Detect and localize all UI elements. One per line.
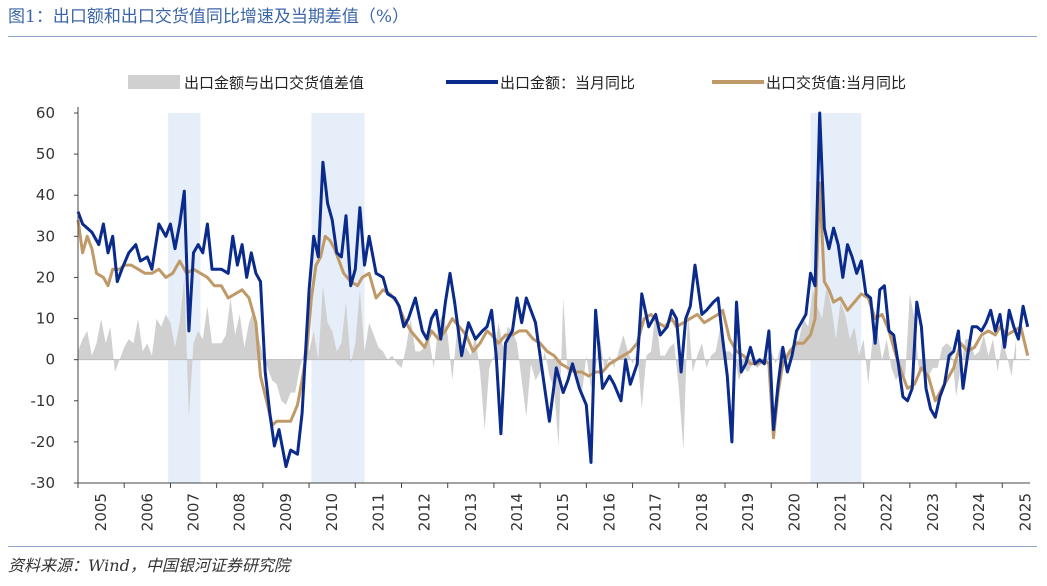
y-tick-label: -20 bbox=[31, 433, 56, 451]
y-tick-label: 0 bbox=[45, 351, 55, 369]
legend: 出口金额与出口交货值差值 出口金额：当月同比 出口交货值:当月同比 bbox=[128, 74, 906, 92]
x-tick-label: 2025 bbox=[1016, 493, 1034, 531]
y-tick-label: 20 bbox=[36, 268, 55, 286]
x-tick-label: 2013 bbox=[462, 493, 480, 531]
x-tick-label: 2010 bbox=[323, 493, 341, 531]
x-tick-label: 2018 bbox=[693, 493, 711, 531]
diff-area-series bbox=[78, 277, 1017, 451]
x-tick-label: 2021 bbox=[832, 493, 850, 531]
chart-title: 图1：出口额和出口交货值同比增速及当期差值（%） bbox=[8, 7, 409, 27]
x-tick-label: 2020 bbox=[785, 493, 803, 531]
y-tick-label: 50 bbox=[36, 145, 55, 163]
x-tick-label: 2022 bbox=[878, 493, 896, 531]
x-tick-label: 2023 bbox=[924, 493, 942, 531]
legend-label-delivery: 出口交货值:当月同比 bbox=[766, 74, 906, 92]
x-tick-label: 2008 bbox=[231, 493, 249, 531]
bottom-rule bbox=[8, 546, 1037, 547]
legend-label-export: 出口金额：当月同比 bbox=[500, 74, 635, 92]
delivery-value-line bbox=[76, 181, 1030, 440]
y-tick-label: 30 bbox=[36, 227, 55, 245]
y-tick-label: 10 bbox=[36, 310, 55, 328]
export-amount-line bbox=[76, 111, 1030, 469]
x-tick-label: 2005 bbox=[92, 493, 110, 531]
shaded-period-2 bbox=[311, 113, 365, 483]
shaded-periods bbox=[168, 113, 862, 483]
x-tick-label: 2012 bbox=[416, 493, 434, 531]
top-rule bbox=[8, 36, 1037, 37]
diff-area bbox=[78, 277, 1017, 451]
series-lines bbox=[76, 111, 1030, 469]
x-tick-label: 2014 bbox=[508, 493, 526, 531]
y-tick-label: -10 bbox=[31, 392, 56, 410]
x-tick-label: 2009 bbox=[277, 493, 295, 531]
y-tick-label: -30 bbox=[31, 474, 56, 492]
legend-swatch-diff bbox=[128, 75, 180, 89]
y-tick-label: 60 bbox=[36, 104, 55, 122]
x-tick-label: 2019 bbox=[739, 493, 757, 531]
x-tick-label: 2006 bbox=[138, 493, 156, 531]
x-tick-label: 2007 bbox=[185, 493, 203, 531]
x-tick-label: 2015 bbox=[554, 493, 572, 531]
source-note: 资料来源：Wind，中国银河证券研究院 bbox=[8, 556, 290, 575]
x-tick-label: 2016 bbox=[600, 493, 618, 531]
x-tick-label: 2017 bbox=[647, 493, 665, 531]
x-tick-label: 2024 bbox=[970, 493, 988, 531]
y-tick-label: 40 bbox=[36, 186, 55, 204]
x-tick-label: 2011 bbox=[369, 493, 387, 531]
legend-label-diff: 出口金额与出口交货值差值 bbox=[184, 74, 364, 92]
